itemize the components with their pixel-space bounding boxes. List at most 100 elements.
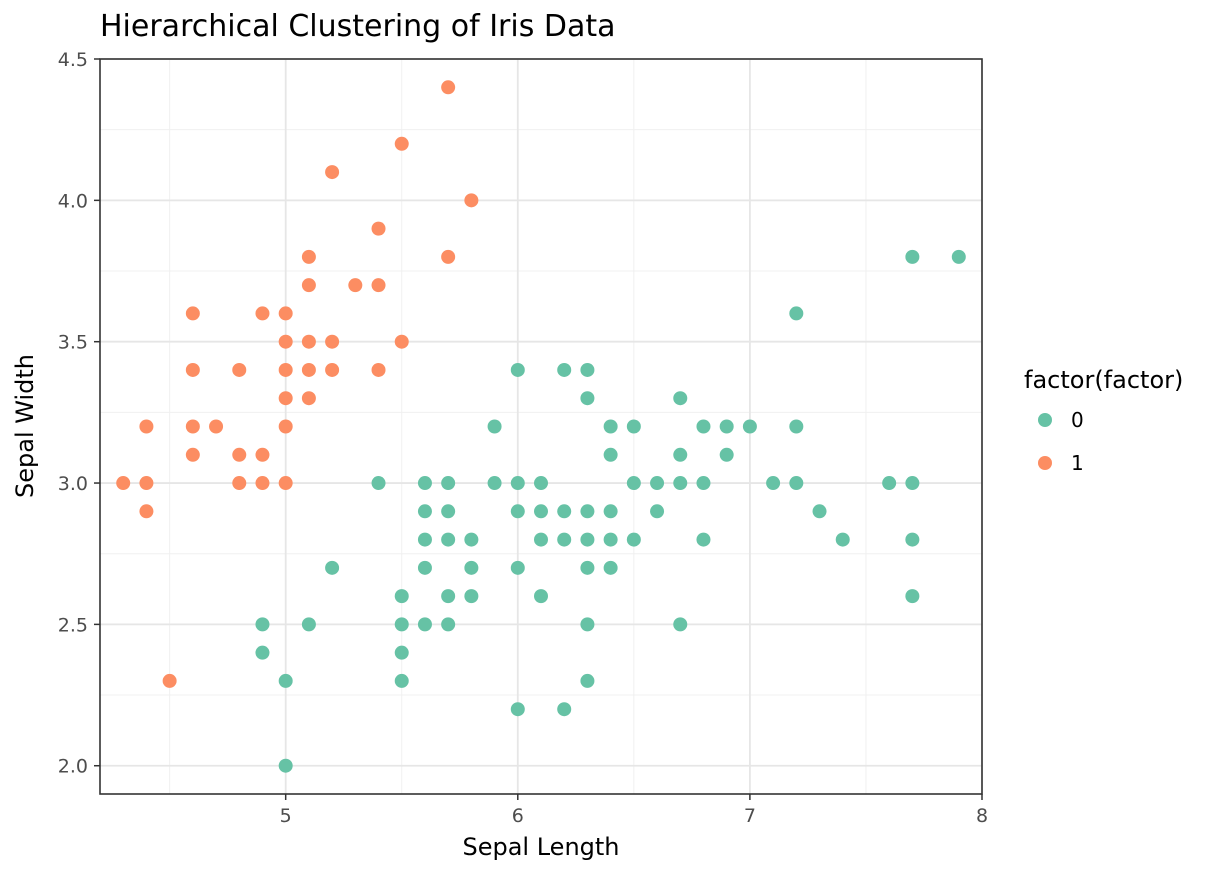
data-point-cluster-1 [278, 391, 293, 406]
data-point-cluster-0 [441, 504, 456, 519]
data-point-cluster-0 [417, 504, 432, 519]
data-point-cluster-1 [232, 362, 247, 377]
data-point-cluster-0 [557, 702, 572, 717]
data-point-cluster-0 [673, 476, 688, 491]
data-point-cluster-0 [417, 617, 432, 632]
data-point-cluster-1 [325, 362, 340, 377]
data-point-cluster-0 [255, 645, 270, 660]
data-point-cluster-1 [371, 221, 386, 236]
data-point-cluster-0 [650, 476, 665, 491]
data-point-cluster-0 [580, 673, 595, 688]
data-point-cluster-0 [557, 362, 572, 377]
data-point-cluster-0 [417, 560, 432, 575]
data-point-cluster-1 [139, 476, 154, 491]
legend-key-1 [1038, 456, 1052, 470]
data-point-cluster-0 [696, 419, 711, 434]
data-point-cluster-1 [278, 419, 293, 434]
data-point-cluster-0 [510, 476, 525, 491]
data-point-cluster-0 [394, 645, 409, 660]
data-point-cluster-0 [696, 532, 711, 547]
data-point-cluster-1 [371, 362, 386, 377]
data-point-cluster-0 [603, 560, 618, 575]
data-point-cluster-0 [325, 560, 340, 575]
data-point-cluster-0 [557, 504, 572, 519]
data-point-cluster-0 [510, 362, 525, 377]
major-gridlines [100, 58, 983, 794]
data-point-cluster-0 [673, 391, 688, 406]
data-point-cluster-1 [278, 306, 293, 321]
data-point-cluster-0 [255, 617, 270, 632]
data-point-cluster-0 [487, 476, 502, 491]
data-point-cluster-1 [255, 476, 270, 491]
data-point-cluster-0 [464, 589, 479, 604]
data-point-cluster-0 [510, 560, 525, 575]
data-point-cluster-0 [626, 476, 641, 491]
data-point-cluster-0 [673, 617, 688, 632]
y-tick-label: 2.5 [58, 614, 88, 636]
minor-gridlines [100, 59, 982, 794]
data-point-cluster-0 [394, 673, 409, 688]
data-point-cluster-1 [301, 391, 316, 406]
x-tick-label: 7 [744, 805, 756, 827]
data-point-cluster-1 [441, 80, 456, 95]
data-point-cluster-0 [580, 504, 595, 519]
x-tick-label: 8 [976, 805, 988, 827]
data-point-cluster-0 [441, 532, 456, 547]
data-point-cluster-1 [394, 136, 409, 151]
data-point-cluster-1 [255, 306, 270, 321]
data-point-cluster-1 [185, 447, 200, 462]
data-point-cluster-0 [441, 617, 456, 632]
data-point-cluster-0 [626, 532, 641, 547]
data-point-cluster-0 [580, 391, 595, 406]
data-point-cluster-1 [301, 362, 316, 377]
data-point-cluster-0 [301, 617, 316, 632]
data-point-cluster-0 [464, 532, 479, 547]
data-point-cluster-1 [278, 334, 293, 349]
data-point-cluster-0 [719, 447, 734, 462]
legend-label-0: 0 [1071, 408, 1084, 432]
legend-label-1: 1 [1071, 451, 1084, 475]
data-point-cluster-0 [812, 504, 827, 519]
data-point-cluster-0 [580, 617, 595, 632]
legend-key-0 [1038, 413, 1052, 427]
data-point-cluster-0 [789, 476, 804, 491]
y-tick-label: 2.0 [58, 756, 88, 778]
data-point-cluster-1 [301, 249, 316, 264]
data-point-cluster-0 [441, 589, 456, 604]
data-point-cluster-1 [464, 193, 479, 208]
data-point-cluster-0 [371, 476, 386, 491]
data-point-cluster-0 [510, 702, 525, 717]
y-axis-ticks: 2.0 2.5 3.0 3.5 4.0 4.5 [58, 49, 100, 778]
data-point-cluster-0 [766, 476, 781, 491]
plot-panel-border [99, 58, 983, 795]
data-point-cluster-1 [278, 362, 293, 377]
data-point-cluster-0 [905, 249, 920, 264]
data-point-cluster-0 [534, 532, 548, 547]
data-point-cluster-0 [580, 532, 595, 547]
data-point-cluster-1 [371, 278, 386, 293]
data-point-cluster-1 [139, 419, 154, 434]
data-point-cluster-0 [905, 589, 920, 604]
data-point-cluster-0 [673, 447, 688, 462]
y-tick-label: 4.0 [58, 190, 88, 212]
data-point-cluster-1 [301, 334, 316, 349]
y-tick-label: 3.0 [58, 473, 88, 495]
data-point-cluster-0 [487, 419, 502, 434]
data-point-cluster-0 [951, 249, 966, 264]
legend-title: factor(factor) [1024, 366, 1183, 394]
data-point-cluster-0 [534, 476, 548, 491]
data-point-cluster-0 [603, 447, 618, 462]
data-point-cluster-0 [905, 532, 920, 547]
data-point-cluster-1 [394, 334, 409, 349]
data-point-cluster-0 [557, 532, 572, 547]
data-point-cluster-0 [417, 476, 432, 491]
data-point-cluster-0 [394, 617, 409, 632]
data-point-cluster-1 [348, 278, 363, 293]
x-tick-label: 5 [280, 805, 292, 827]
data-point-cluster-0 [278, 758, 293, 773]
data-point-cluster-1 [185, 362, 200, 377]
data-point-cluster-0 [510, 504, 525, 519]
data-point-cluster-0 [603, 504, 618, 519]
data-point-cluster-1 [325, 334, 340, 349]
data-point-cluster-0 [580, 362, 595, 377]
